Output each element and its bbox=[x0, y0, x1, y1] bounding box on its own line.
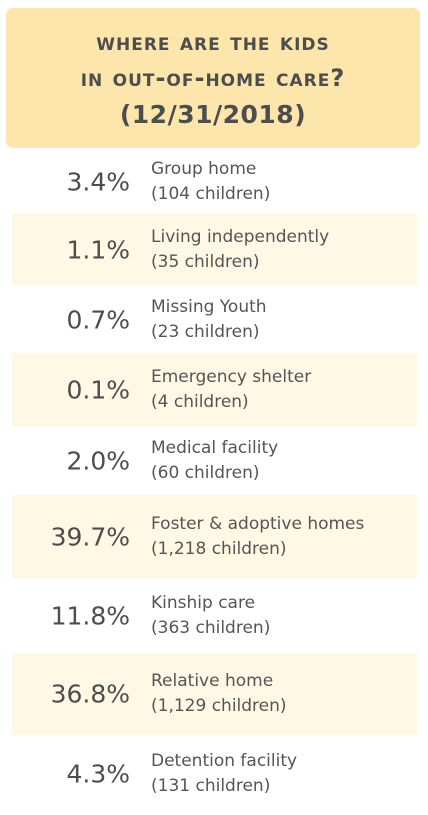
row-percent: 0.1% bbox=[66, 375, 130, 404]
row-category: Relative home bbox=[151, 671, 274, 691]
row-percent: 0.7% bbox=[66, 305, 130, 334]
row-label: Kinship care (363 children) bbox=[151, 591, 270, 641]
row-label: Medical facility (60 children) bbox=[151, 436, 278, 486]
title-line-1: Where are the kids bbox=[96, 27, 330, 56]
table-row: 3.4% Group home (104 children) bbox=[12, 150, 417, 214]
row-percent: 4.3% bbox=[66, 759, 130, 789]
table-row: 0.1% Emergency shelter (4 children) bbox=[12, 353, 417, 426]
row-percent: 11.8% bbox=[50, 601, 130, 630]
table-row: 36.8% Relative home (1,129 children) bbox=[12, 653, 417, 735]
row-category: Emergency shelter bbox=[151, 366, 312, 387]
table-row: 1.1% Living independently (35 children) bbox=[12, 214, 417, 286]
row-category: Missing Youth bbox=[151, 296, 267, 317]
row-percent: 3.4% bbox=[66, 167, 130, 197]
row-label: Detention facility (131 children) bbox=[151, 749, 297, 799]
table-row: 4.3% Detention facility (131 children) bbox=[12, 735, 417, 813]
chart-title-banner: Where are the kids in out-of-home care? … bbox=[6, 8, 420, 148]
row-label: Living independently (35 children) bbox=[151, 225, 329, 275]
row-count: (60 children) bbox=[151, 462, 260, 483]
row-count: (35 children) bbox=[151, 252, 260, 272]
row-count: (1,129 children) bbox=[151, 696, 287, 716]
table-row: 39.7% Foster & adoptive homes (1,218 chil… bbox=[12, 495, 417, 578]
row-label: Emergency shelter (4 children) bbox=[151, 365, 311, 415]
row-category: Medical facility bbox=[151, 437, 279, 458]
row-label: Group home (104 children) bbox=[151, 157, 270, 207]
table-row: 0.7% Missing Youth (23 children) bbox=[12, 286, 417, 353]
placement-table: 3.4% Group home (104 children) 1.1% Living i… bbox=[12, 150, 417, 813]
row-category: Kinship care bbox=[151, 592, 256, 613]
row-percent: 36.8% bbox=[50, 679, 130, 709]
row-percent: 39.7% bbox=[50, 522, 130, 551]
row-category: Detention facility bbox=[151, 751, 298, 771]
title-date: (12/31/2018) bbox=[119, 99, 307, 129]
row-count: (4 children) bbox=[151, 391, 249, 412]
row-category: Foster & adoptive homes bbox=[151, 513, 365, 534]
row-percent: 1.1% bbox=[66, 235, 130, 265]
row-label: Foster & adoptive homes (1,218 children) bbox=[151, 512, 364, 562]
table-row: 11.8% Kinship care (363 children) bbox=[12, 578, 417, 653]
row-count: (131 children) bbox=[151, 776, 271, 796]
row-label: Missing Youth (23 children) bbox=[151, 295, 267, 345]
row-category: Group home bbox=[151, 159, 257, 179]
title-line-2: in out-of-home care? bbox=[80, 63, 346, 92]
row-count: (104 children) bbox=[151, 184, 271, 204]
row-count: (363 children) bbox=[151, 617, 271, 638]
row-count: (23 children) bbox=[151, 321, 260, 342]
row-label: Relative home (1,129 children) bbox=[151, 669, 287, 719]
row-count: (1,218 children) bbox=[151, 538, 287, 559]
row-category: Living independently bbox=[151, 227, 330, 247]
table-row: 2.0% Medical facility (60 children) bbox=[12, 426, 417, 495]
row-percent: 2.0% bbox=[66, 446, 130, 475]
